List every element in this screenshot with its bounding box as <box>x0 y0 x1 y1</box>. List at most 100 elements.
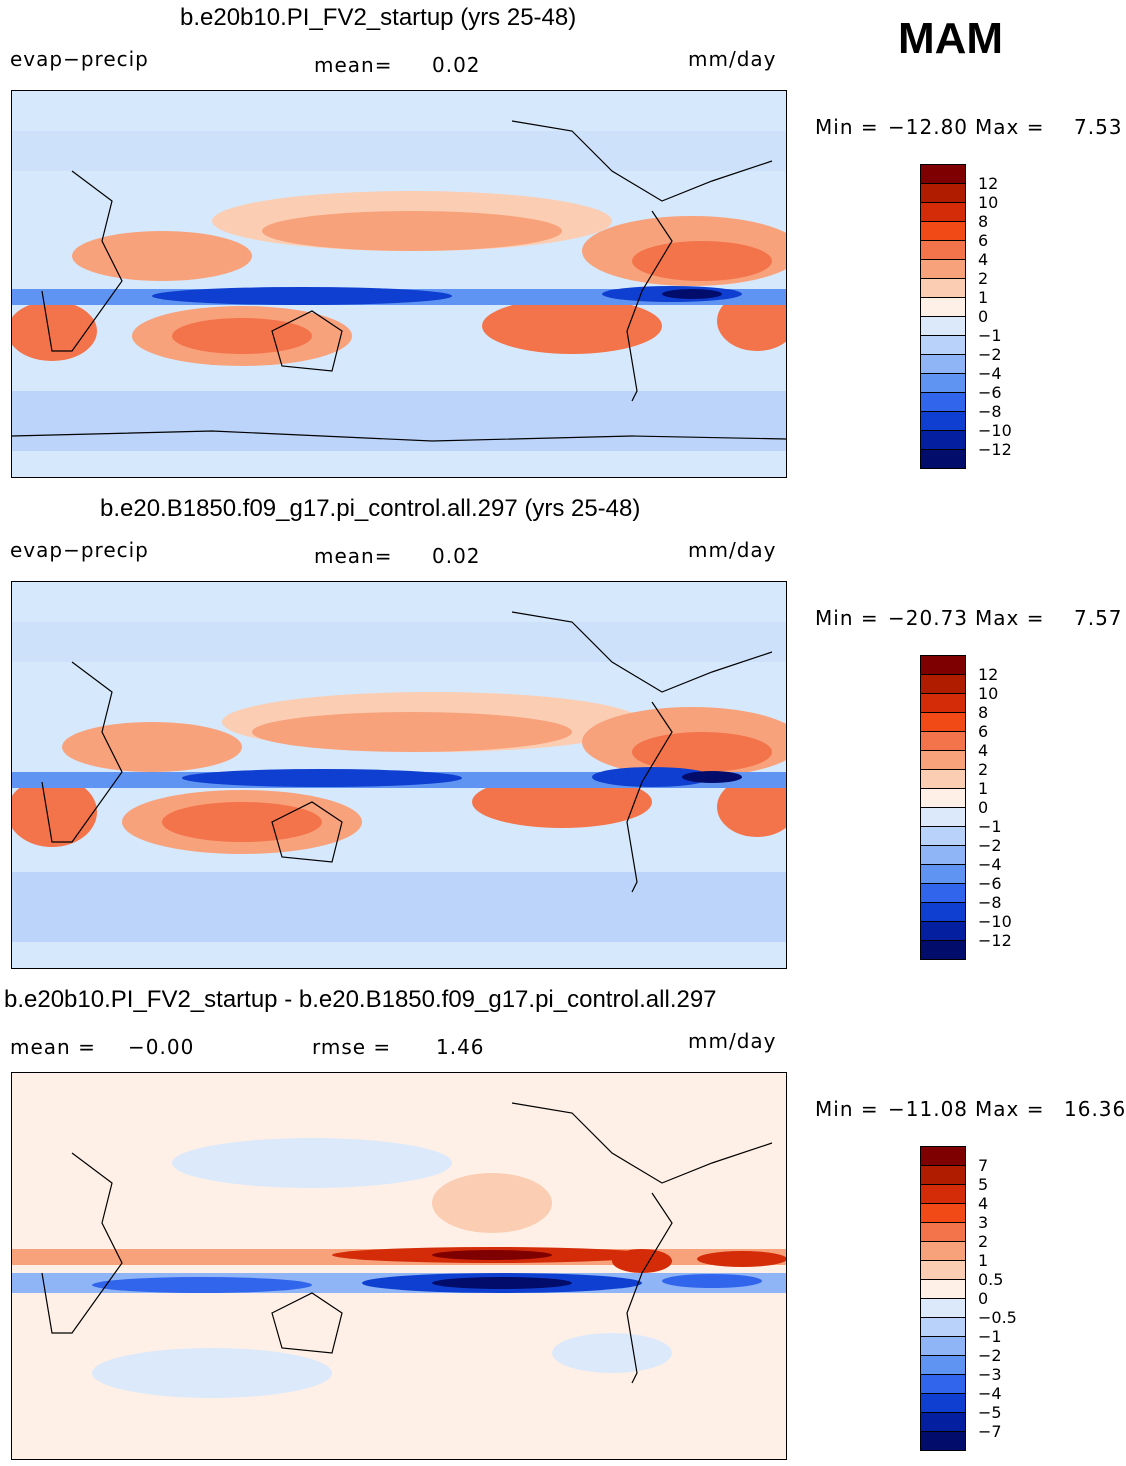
panel-2-colorbar-tick: −12 <box>978 931 1012 950</box>
panel-3-colorbar-swatch <box>920 1374 966 1394</box>
panel-1-min-label: Min = <box>815 115 879 139</box>
panel-3-colorbar-tick: 0.5 <box>978 1270 1004 1289</box>
panel-2-min-label: Min = <box>815 606 879 630</box>
panel-1-max-label: Max = <box>975 115 1045 139</box>
panel-2-map-svg <box>12 582 786 968</box>
panel-1-max-value: 7.53 <box>1074 115 1123 139</box>
panel-1-colorbar-swatch <box>920 392 966 412</box>
panel-3-colorbar-swatch <box>920 1279 966 1299</box>
panel-2-colorbar: 12 10 8 6 4 2 1 0 −1 −2 −4 −6 −8 −10 −12 <box>920 655 1012 960</box>
panel-3-colorbar-tick: −2 <box>978 1346 1002 1365</box>
panel-1-mean-label: mean= <box>314 53 393 77</box>
panel-3-colorbar-swatch <box>920 1260 966 1280</box>
panel-1-colorbar-swatch <box>920 202 966 222</box>
panel-3-colorbar-tick: −5 <box>978 1403 1002 1422</box>
panel-3-colorbar-swatch <box>920 1298 966 1318</box>
panel-1-colorbar-tick: −10 <box>978 421 1012 440</box>
panel-1-colorbar-swatch <box>920 164 966 184</box>
panel-1-colorbar-swatch <box>920 297 966 317</box>
panel-3-min-label: Min = <box>815 1097 879 1121</box>
panel-3-min-value: −11.08 <box>888 1097 969 1121</box>
panel-1-map <box>11 90 787 478</box>
panel-1-colorbar-swatch <box>920 354 966 374</box>
panel-3-rmse-value: 1.46 <box>436 1035 485 1059</box>
panel-3-mean-value: −0.00 <box>128 1035 195 1059</box>
panel-3-max-label: Max = <box>975 1097 1045 1121</box>
panel-3-colorbar-swatch <box>920 1412 966 1432</box>
panel-3-colorbar-swatch <box>920 1317 966 1337</box>
panel-2-colorbar-swatch <box>920 940 966 960</box>
panel-1-colorbar-tick: −2 <box>978 345 1002 364</box>
panel-3-colorbar: 7 5 4 3 2 1 0.5 0 −0.5 −1 −2 −3 −4 −5 −7 <box>920 1146 1017 1451</box>
panel-1-min-value: −12.80 <box>888 115 969 139</box>
panel-1-colorbar-tick: −12 <box>978 440 1012 459</box>
panel-2-colorbar-swatch <box>920 712 966 732</box>
panel-3-colorbar-swatch <box>920 1241 966 1261</box>
panel-3-colorbar-swatch <box>920 1184 966 1204</box>
panel-1-colorbar-swatch <box>920 240 966 260</box>
panel-2-colorbar-tick: 4 <box>978 741 989 760</box>
panel-1-colorbar-tick: −4 <box>978 364 1002 383</box>
panel-3-map-svg <box>12 1073 786 1459</box>
panel-2-colorbar-tick: −8 <box>978 893 1002 912</box>
panel-1-colorbar-swatch <box>920 373 966 393</box>
panel-1-colorbar-swatch <box>920 259 966 279</box>
panel-3-colorbar-tick: 7 <box>978 1156 989 1175</box>
panel-2-colorbar-tick: 10 <box>978 684 999 703</box>
panel-2-colorbar-swatch <box>920 921 966 941</box>
panel-1-colorbar-tick: −1 <box>978 326 1002 345</box>
panel-1-colorbar-tick: 8 <box>978 212 989 231</box>
panel-1-colorbar-tick: 1 <box>978 288 989 307</box>
panel-1-colorbar-tick: 6 <box>978 231 989 250</box>
panel-1-colorbar-swatch <box>920 449 966 469</box>
panel-2-colorbar-swatch <box>920 883 966 903</box>
panel-2-colorbar-tick: 8 <box>978 703 989 722</box>
panel-1-title: b.e20b10.PI_FV2_startup (yrs 25-48) <box>180 4 577 31</box>
panel-2-title: b.e20.B1850.f09_g17.pi_control.all.297 (… <box>100 495 641 522</box>
panel-2-colorbar-tick: −4 <box>978 855 1002 874</box>
panel-1-mean-value: 0.02 <box>432 53 481 77</box>
panel-1-variable: evap−precip <box>10 47 149 71</box>
panel-2-colorbar-tick: 12 <box>978 665 999 684</box>
panel-2-mean-value: 0.02 <box>432 544 481 568</box>
panel-3-colorbar-tick: 0 <box>978 1289 989 1308</box>
panel-3-colorbar-tick: 3 <box>978 1213 989 1232</box>
panel-1-colorbar-tick: 12 <box>978 174 999 193</box>
panel-2-colorbar-swatch <box>920 693 966 713</box>
panel-3-colorbar-tick: −7 <box>978 1422 1002 1441</box>
panel-2-colorbar-tick: 1 <box>978 779 989 798</box>
panel-2-colorbar-swatch <box>920 845 966 865</box>
panel-1-colorbar: 12 10 8 6 4 2 1 0 −1 −2 −4 −6 −8 −10 −12 <box>920 164 1012 469</box>
panel-2-colorbar-tick: −10 <box>978 912 1012 931</box>
panel-1-colorbar-swatch <box>920 411 966 431</box>
panel-3-colorbar-swatch <box>920 1146 966 1166</box>
panel-1-colorbar-swatch <box>920 183 966 203</box>
panel-1-units: mm/day <box>688 47 777 71</box>
panel-2-colorbar-swatch <box>920 826 966 846</box>
panel-3-colorbar-swatch <box>920 1431 966 1451</box>
panel-2-colorbar-swatch <box>920 674 966 694</box>
panel-2-colorbar-tick: −2 <box>978 836 1002 855</box>
panel-2-mean-label: mean= <box>314 544 393 568</box>
panel-1-colorbar-swatch <box>920 430 966 450</box>
panel-3-title: b.e20b10.PI_FV2_startup - b.e20.B1850.f0… <box>4 986 717 1013</box>
panel-1-map-svg <box>12 91 786 477</box>
panel-2-max-label: Max = <box>975 606 1045 630</box>
panel-2-colorbar-tick: 0 <box>978 798 989 817</box>
panel-2-colorbar-tick: 2 <box>978 760 989 779</box>
panel-3-colorbar-tick: 5 <box>978 1175 989 1194</box>
panel-2-min-value: −20.73 <box>888 606 969 630</box>
panel-2-colorbar-swatch <box>920 769 966 789</box>
panel-2-colorbar-swatch <box>920 731 966 751</box>
panel-2-map <box>11 581 787 969</box>
panel-2-colorbar-swatch <box>920 788 966 808</box>
panel-3-colorbar-swatch <box>920 1222 966 1242</box>
panel-2-colorbar-swatch <box>920 750 966 770</box>
panel-2-colorbar-tick: −1 <box>978 817 1002 836</box>
panel-1-colorbar-swatch <box>920 316 966 336</box>
panel-2-colorbar-swatch <box>920 655 966 675</box>
panel-1-colorbar-tick: 0 <box>978 307 989 326</box>
panel-3-colorbar-tick: 2 <box>978 1232 989 1251</box>
panel-1-colorbar-tick: 2 <box>978 269 989 288</box>
panel-2-variable: evap−precip <box>10 538 149 562</box>
